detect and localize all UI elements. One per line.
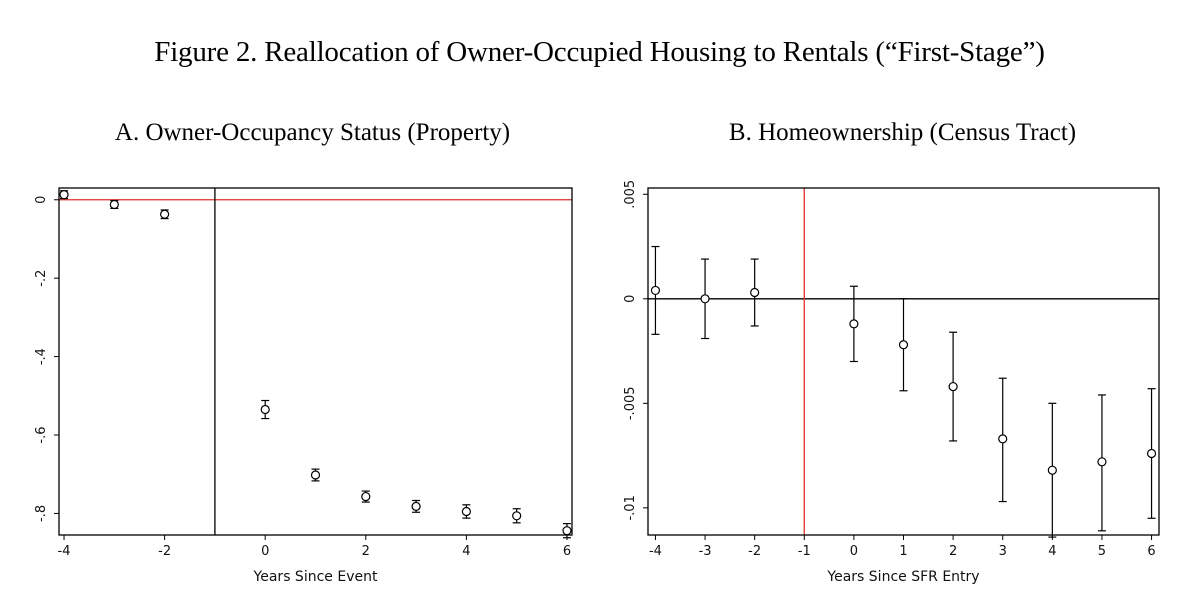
x-axis-label: Years Since Event bbox=[253, 569, 378, 585]
point-marker bbox=[948, 381, 958, 392]
data-point bbox=[650, 245, 661, 335]
x-tick-label: -3 bbox=[699, 544, 712, 559]
x-tick-label: 0 bbox=[850, 544, 858, 559]
y-tick-label: 0 bbox=[623, 295, 638, 303]
point-marker bbox=[260, 404, 270, 415]
data-point bbox=[160, 209, 170, 220]
point-marker bbox=[562, 526, 572, 536]
point-marker bbox=[898, 340, 909, 350]
data-point bbox=[849, 285, 859, 363]
y-tick-label: -.005 bbox=[623, 386, 638, 420]
y-tick-label: -.6 bbox=[34, 426, 49, 443]
x-tick-label: 3 bbox=[999, 544, 1007, 559]
panel-b-plot: -4 -3 -2 -1 0 1 2 3 4 5 6 .005 0 -.005 -.01 Years Since… bbox=[623, 180, 1160, 585]
point-marker bbox=[1097, 457, 1107, 467]
data-point bbox=[1146, 388, 1157, 519]
point-marker bbox=[650, 285, 661, 296]
data-point bbox=[59, 190, 69, 200]
x-axis-label: Years Since SFR Entry bbox=[826, 569, 979, 585]
data-point bbox=[898, 298, 909, 392]
x-tick-label: 5 bbox=[1098, 544, 1106, 559]
data-point bbox=[562, 523, 572, 539]
point-marker bbox=[1146, 448, 1157, 459]
data-point bbox=[1047, 402, 1057, 538]
point-marker bbox=[361, 491, 371, 502]
figure-title: Figure 2. Reallocation of Owner-Occupied… bbox=[154, 36, 1045, 68]
y-tick-label: -.8 bbox=[34, 505, 49, 522]
point-marker bbox=[512, 511, 522, 521]
y-tick-label: -.4 bbox=[34, 348, 49, 365]
data-point bbox=[461, 504, 471, 519]
data-point bbox=[512, 508, 522, 524]
data-point bbox=[948, 331, 958, 442]
x-tick-label: 6 bbox=[1147, 544, 1155, 559]
y-tick-label: -.01 bbox=[623, 495, 638, 520]
point-marker bbox=[411, 501, 421, 511]
data-point bbox=[310, 468, 321, 482]
x-tick-label: -2 bbox=[748, 544, 761, 559]
x-tick-label: -4 bbox=[649, 544, 662, 559]
panel-a-plot: -4 -2 0 2 4 6 0 -.2 -.4 -.6 -.8 Years Since Event bbox=[34, 187, 573, 585]
point-marker bbox=[59, 190, 69, 200]
x-tick-label: -2 bbox=[158, 544, 171, 559]
x-tick-label: 2 bbox=[362, 544, 370, 559]
point-marker bbox=[849, 319, 859, 329]
point-marker bbox=[700, 294, 710, 304]
x-tick-label: -1 bbox=[798, 544, 811, 559]
data-point bbox=[411, 499, 421, 513]
x-tick-label: 0 bbox=[261, 544, 269, 559]
point-marker bbox=[750, 287, 760, 298]
x-tick-label: 6 bbox=[563, 544, 571, 559]
panel-a-title: A. Owner-Occupancy Status (Property) bbox=[114, 119, 511, 146]
data-point bbox=[750, 258, 760, 327]
data-point bbox=[998, 377, 1008, 503]
data-point bbox=[361, 490, 371, 503]
plot-frame bbox=[58, 187, 573, 536]
panel-b-title: B. Homeownership (Census Tract) bbox=[728, 119, 1077, 146]
x-tick-label: 4 bbox=[462, 544, 470, 559]
y-tick-label: .005 bbox=[623, 180, 638, 209]
x-tick-label: 2 bbox=[949, 544, 957, 559]
point-marker bbox=[160, 209, 170, 219]
x-tick-label: 4 bbox=[1048, 544, 1056, 559]
y-tick-label: -.2 bbox=[34, 270, 49, 287]
data-point bbox=[109, 199, 119, 210]
point-marker bbox=[998, 434, 1008, 444]
data-point bbox=[1097, 394, 1107, 532]
x-tick-label: 1 bbox=[899, 544, 907, 559]
point-marker bbox=[461, 506, 471, 517]
data-point bbox=[700, 258, 710, 340]
point-marker bbox=[109, 199, 119, 210]
x-tick-label: -4 bbox=[58, 544, 71, 559]
point-marker bbox=[1047, 465, 1057, 475]
data-point bbox=[260, 399, 270, 420]
point-marker bbox=[310, 470, 321, 480]
y-tick-label: 0 bbox=[34, 196, 49, 204]
